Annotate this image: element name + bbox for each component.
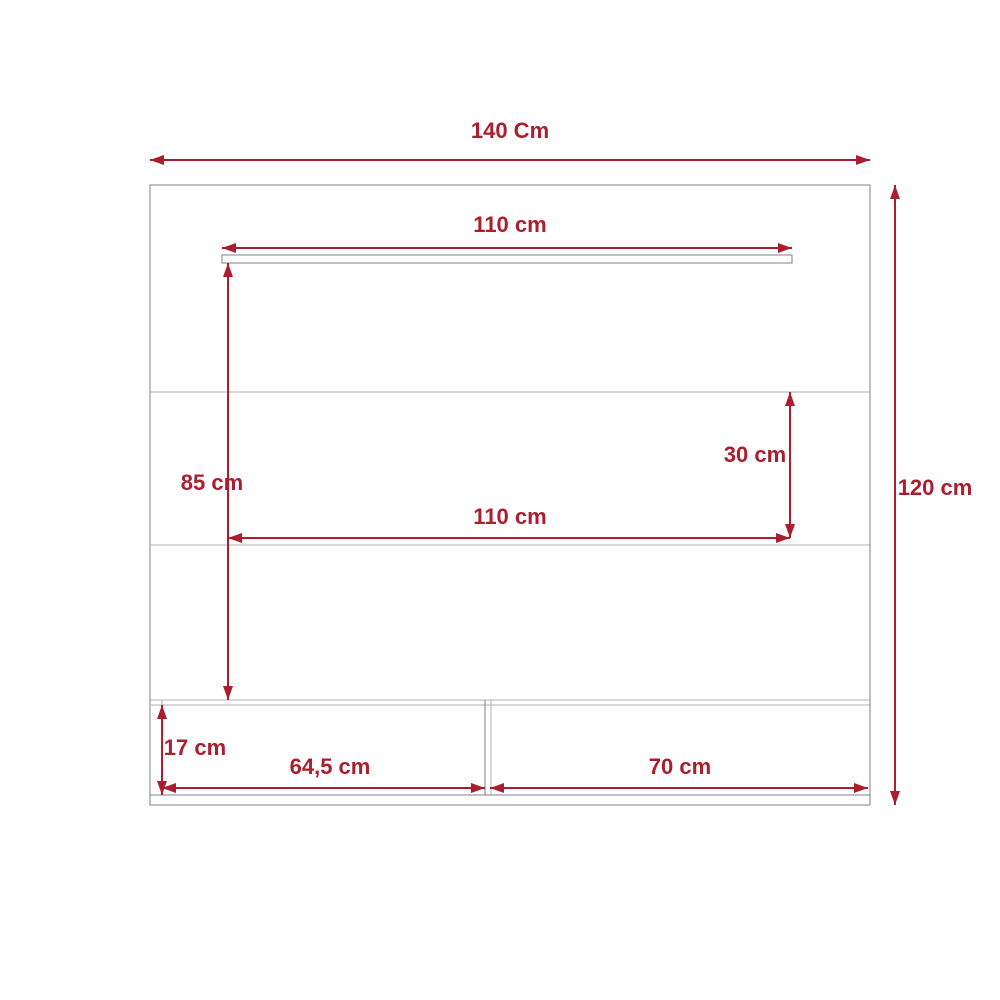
overall-width-label: 140 Cm [471, 118, 549, 143]
bottom-right-w-label: 70 cm [649, 754, 711, 779]
shelf-width-top-label: 110 cm [473, 212, 546, 237]
overall-height-label: 120 cm [898, 475, 973, 500]
height-85-label: 85 cm [181, 470, 243, 495]
bottom-h-17-label: 17 cm [164, 735, 226, 760]
height-30-label: 30 cm [724, 442, 786, 467]
mid-width-label: 110 cm [473, 504, 546, 529]
bottom-left-w-label: 64,5 cm [290, 754, 371, 779]
top-shelf [222, 255, 792, 263]
panel-outline [150, 185, 870, 805]
